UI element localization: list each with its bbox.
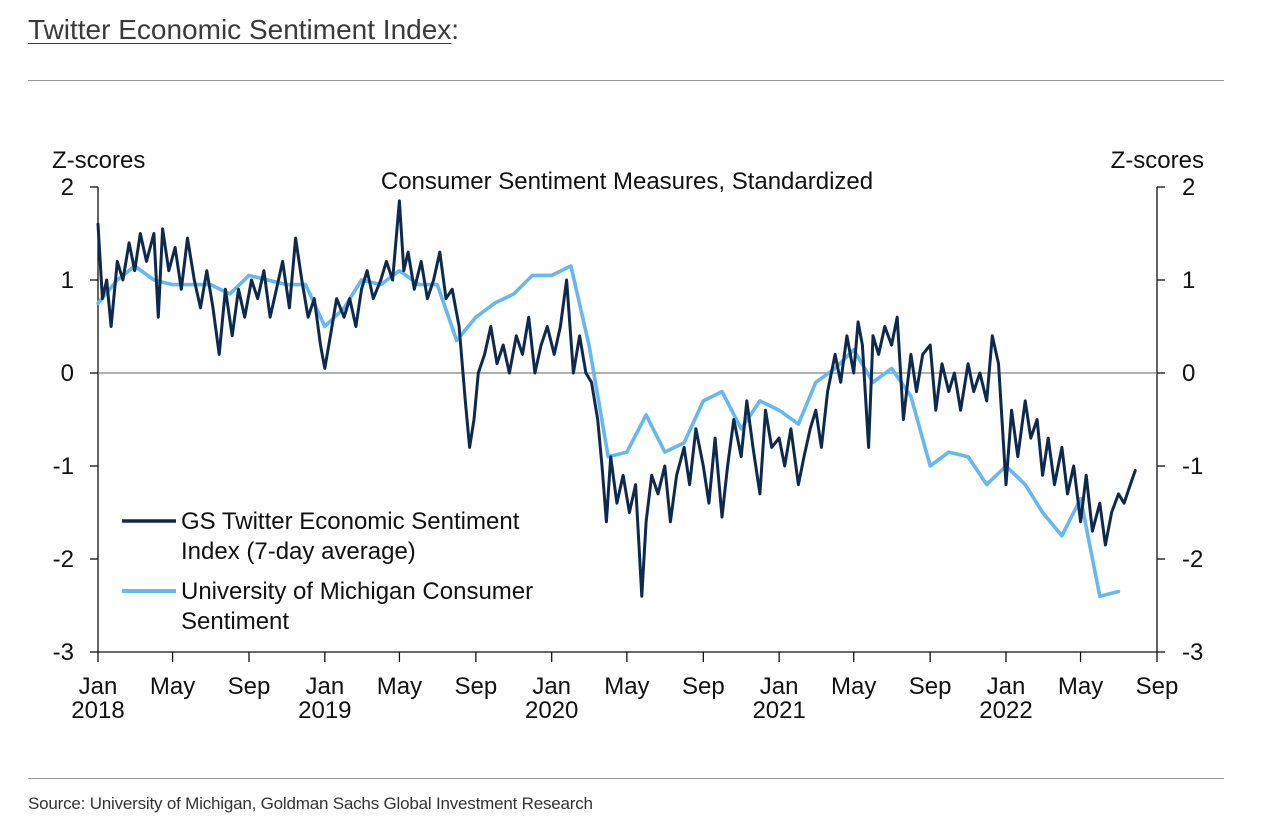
y-tick-label-left: -3 xyxy=(53,639,74,666)
x-tick-label-year: 2020 xyxy=(525,697,578,724)
x-tick-label-month: Sep xyxy=(228,673,271,700)
bottom-divider xyxy=(28,778,1224,779)
x-tick-label-month: Jan xyxy=(532,673,571,700)
legend-label-twitter: GS Twitter Economic Sentiment Index (7-da… xyxy=(181,508,520,565)
y-tick-label-right: -2 xyxy=(1182,546,1203,573)
x-tick-label-year: 2022 xyxy=(979,697,1032,724)
chart-title: Consumer Sentiment Measures, Standardize… xyxy=(381,168,873,195)
y-tick-label-right: 1 xyxy=(1182,267,1195,294)
legend-label-line: Index (7-day average) xyxy=(181,538,416,565)
y-tick-label-left: 1 xyxy=(61,267,74,294)
y-tick-label-left: -1 xyxy=(53,453,74,480)
x-tick-label-year: 2019 xyxy=(298,697,351,724)
x-tick-label-month: May xyxy=(604,673,649,700)
x-tick-label-month: May xyxy=(377,673,422,700)
x-tick-label-year: 2018 xyxy=(71,697,124,724)
x-tick-label-month: May xyxy=(831,673,876,700)
y-axis-label-left: Z-scores xyxy=(52,147,145,174)
series-line-michigan-sentiment xyxy=(96,264,1121,598)
x-tick-label-month: Sep xyxy=(909,673,952,700)
y-tick-label-right: 2 xyxy=(1182,174,1195,201)
x-tick-label-month: May xyxy=(1058,673,1103,700)
x-tick-label-month: Jan xyxy=(760,673,799,700)
series-line-twitter-index xyxy=(96,199,1137,598)
page-title-text: Twitter Economic Sentiment Index xyxy=(28,14,452,45)
x-tick-label-month: Jan xyxy=(305,673,344,700)
top-divider xyxy=(28,80,1224,81)
legend-label-line: GS Twitter Economic Sentiment xyxy=(181,508,520,535)
x-tick-label-year: 2021 xyxy=(752,697,805,724)
x-tick-label-month: Sep xyxy=(1136,673,1179,700)
page-title-colon: : xyxy=(451,14,460,45)
legend-label-line: University of Michigan Consumer xyxy=(181,578,533,605)
x-tick-label-month: Jan xyxy=(79,673,118,700)
y-tick-label-right: -3 xyxy=(1182,639,1203,666)
series-layer xyxy=(96,199,1137,598)
y-tick-label-left: 0 xyxy=(61,360,74,387)
y-tick-label-right: 0 xyxy=(1182,360,1195,387)
y-tick-label-left: 2 xyxy=(61,174,74,201)
y-tick-label-right: -1 xyxy=(1182,453,1203,480)
legend: GS Twitter Economic Sentiment Index (7-da… xyxy=(122,508,533,635)
source-note: Source: University of Michigan, Goldman … xyxy=(28,794,593,813)
x-tick-label-month: Sep xyxy=(682,673,725,700)
x-tick-label-month: May xyxy=(150,673,195,700)
x-tick-label-month: Jan xyxy=(987,673,1026,700)
page-title: Twitter Economic Sentiment Index: xyxy=(28,14,459,46)
y-axis-label-right: Z-scores xyxy=(1111,147,1204,174)
y-tick-label-left: -2 xyxy=(53,546,74,573)
x-tick-label-month: Sep xyxy=(455,673,498,700)
legend-label-michigan: University of Michigan Consumer Sentiment xyxy=(181,578,533,635)
legend-label-line: Sentiment xyxy=(181,608,289,635)
